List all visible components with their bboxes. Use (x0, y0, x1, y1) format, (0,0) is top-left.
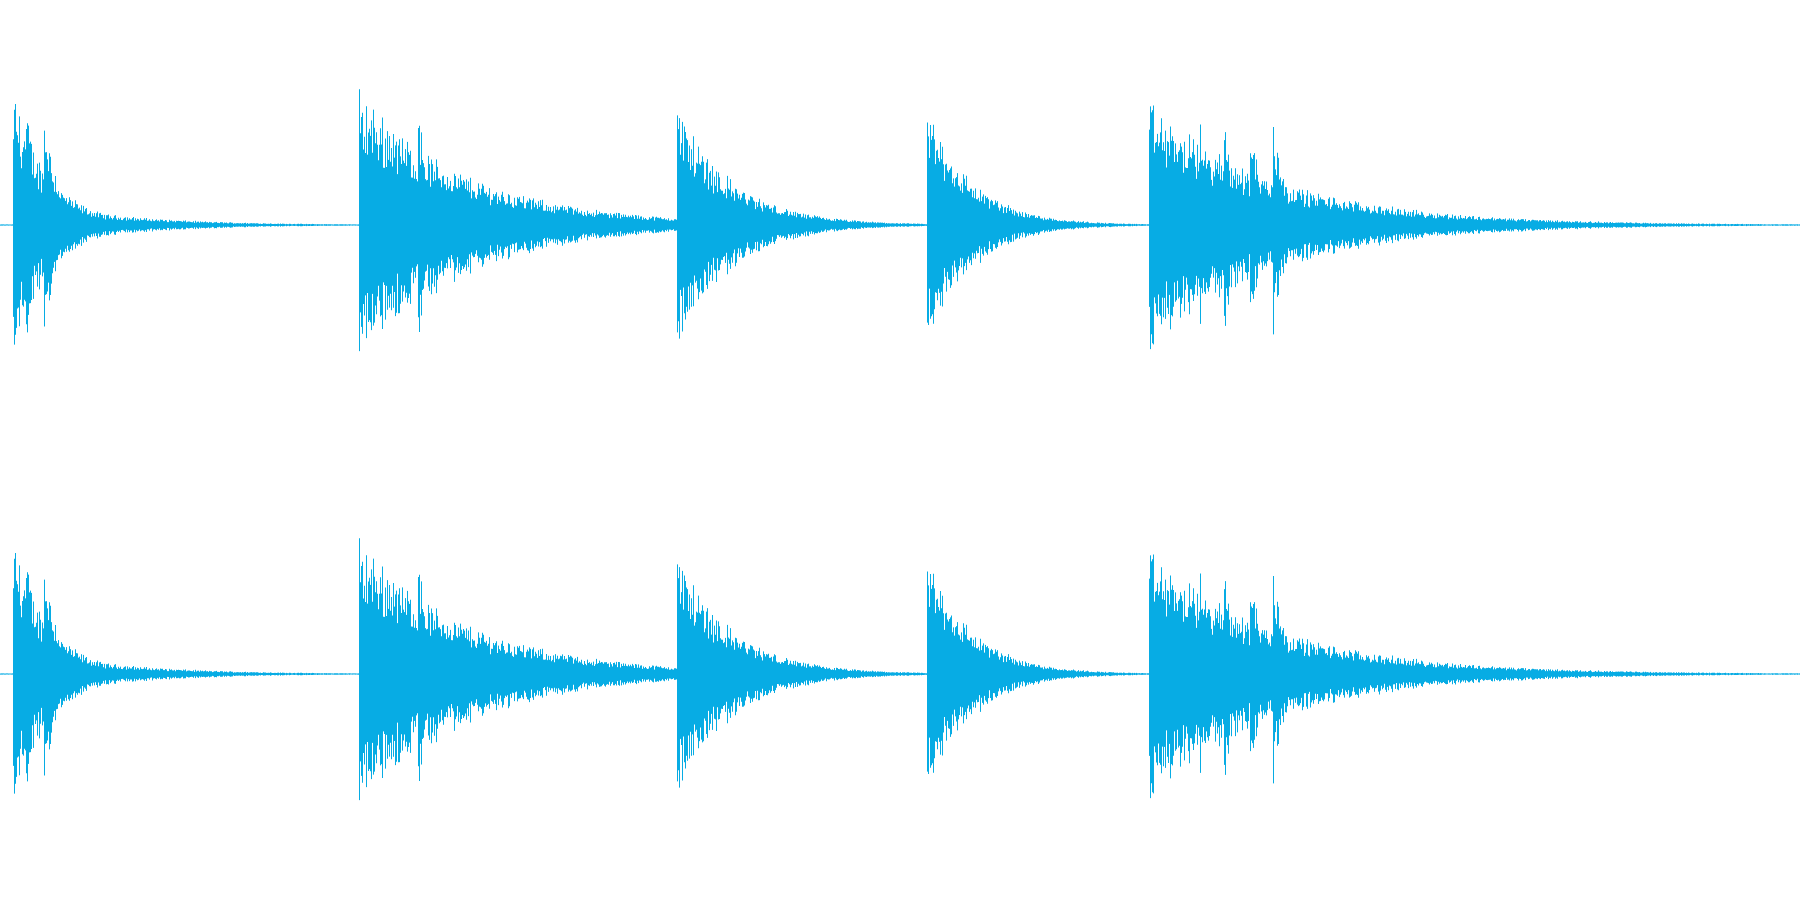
waveform-trace (0, 538, 1800, 801)
waveform-trace (0, 89, 1800, 352)
waveform-channel-right (0, 538, 1800, 801)
waveform-channel-left (0, 89, 1800, 352)
